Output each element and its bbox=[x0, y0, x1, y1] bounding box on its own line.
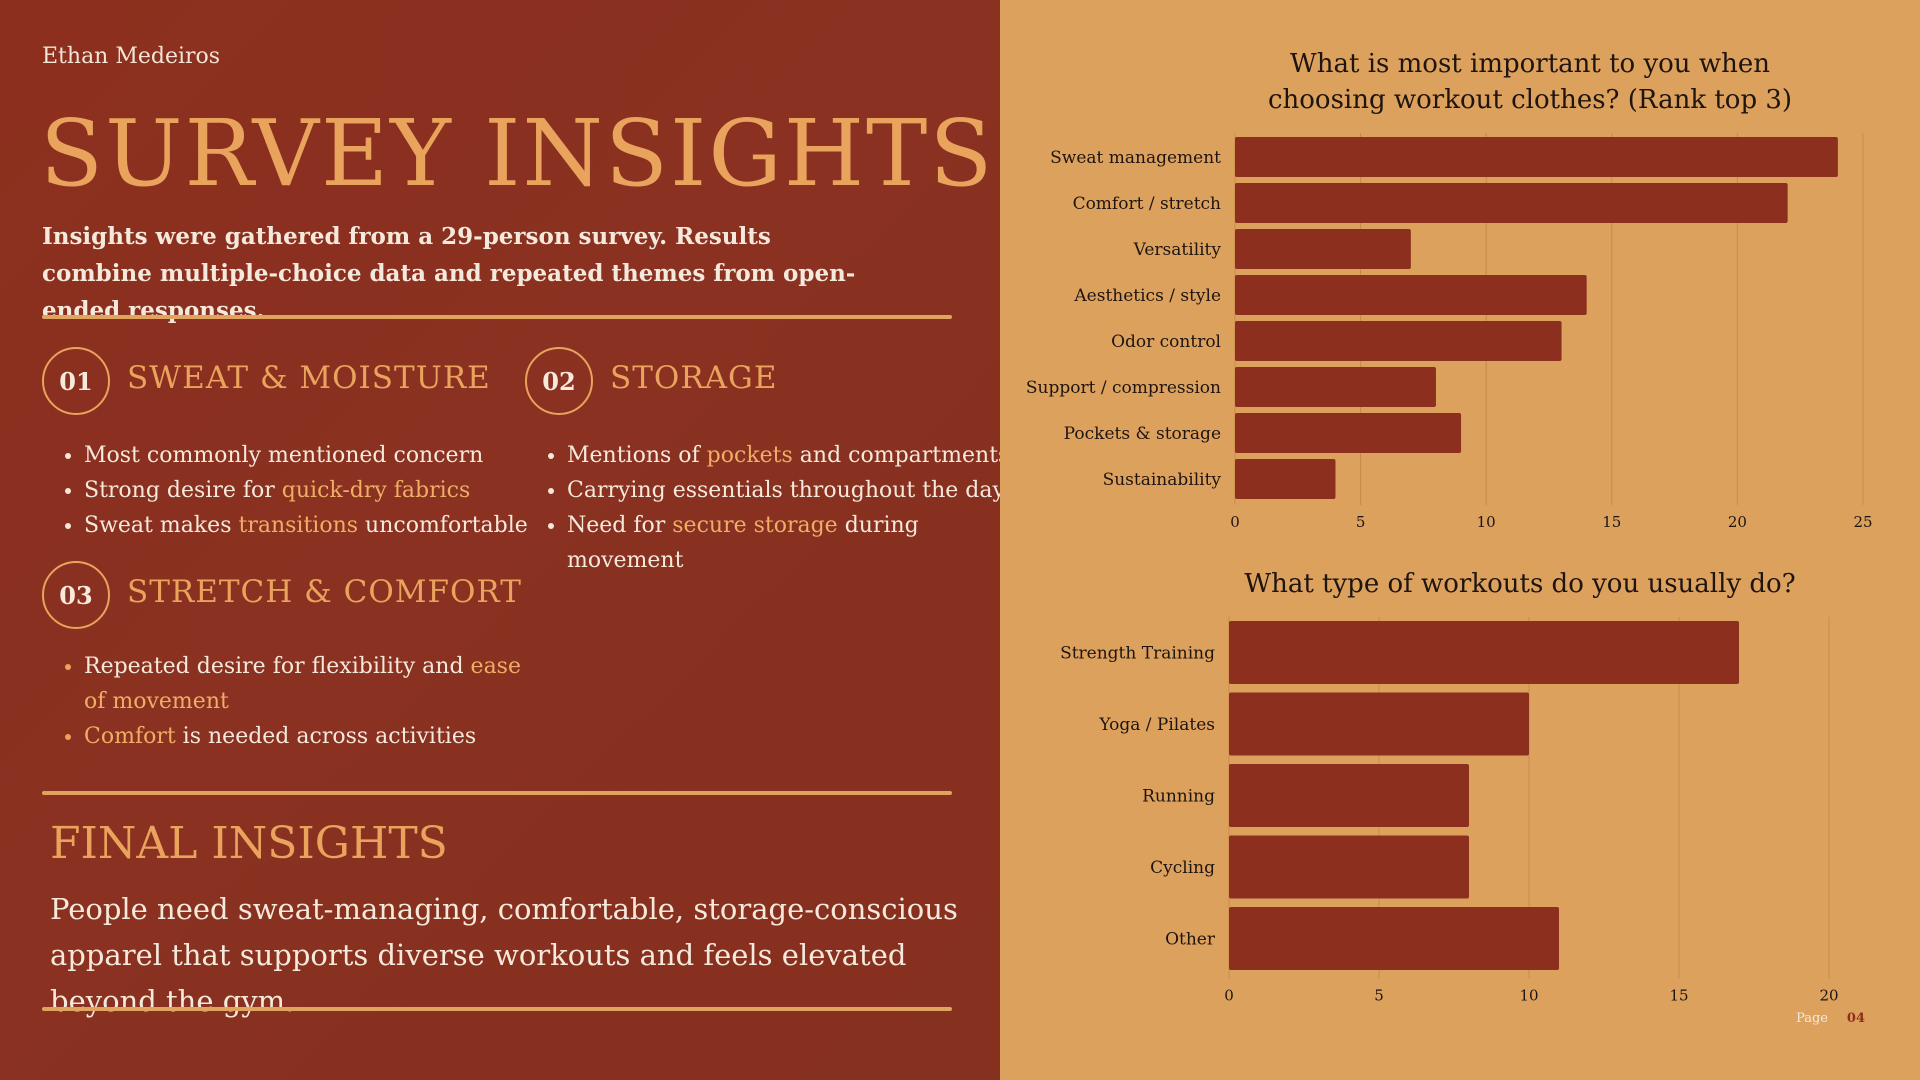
bar bbox=[1229, 907, 1559, 970]
category-label: Sweat management bbox=[1050, 148, 1221, 168]
bar bbox=[1235, 413, 1462, 453]
highlight-text: ease of movement bbox=[84, 654, 521, 714]
section-2-bullets: Mentions of pockets and compartments Carr… bbox=[525, 438, 1037, 578]
category-label: Sustainability bbox=[1103, 470, 1222, 490]
divider-top bbox=[42, 315, 952, 319]
x-tick-label: 20 bbox=[1728, 513, 1747, 531]
category-label: Strength Training bbox=[1060, 644, 1215, 664]
bullet-text: Sweat makes bbox=[84, 513, 239, 538]
bullet-text: Need for bbox=[567, 513, 673, 538]
category-label: Support / compression bbox=[1026, 378, 1221, 398]
x-tick-label: 10 bbox=[1519, 987, 1538, 1005]
x-tick-label: 15 bbox=[1669, 987, 1688, 1005]
page-number: 04 bbox=[1846, 1011, 1865, 1026]
category-label: Odor control bbox=[1111, 332, 1221, 352]
chart-1-importance: 0 5 10 15 20 25 Sweat management Comfort / stre… bbox=[1026, 133, 1873, 531]
x-tick-label: 5 bbox=[1374, 987, 1384, 1005]
section-3-bullet: Comfort is needed across activities bbox=[84, 719, 524, 754]
left-panel: Ethan Medeiros SURVEY INSIGHTS Insights … bbox=[0, 0, 1000, 1080]
highlight-text: secure storage bbox=[672, 513, 838, 538]
highlight-text: transitions bbox=[238, 513, 359, 538]
bar bbox=[1235, 367, 1436, 407]
x-tick-label: 0 bbox=[1230, 513, 1240, 531]
page-label: Page bbox=[1796, 1011, 1828, 1026]
bullet-text: uncomfortable bbox=[358, 513, 528, 538]
bar bbox=[1229, 764, 1469, 827]
bar bbox=[1229, 621, 1739, 684]
bullet-text: Mentions of bbox=[567, 443, 707, 468]
section-1-title: SWEAT & MOISTURE bbox=[127, 360, 491, 396]
x-tick-label: 15 bbox=[1602, 513, 1621, 531]
section-1-bullet: Sweat makes transitions uncomfortable bbox=[84, 508, 554, 543]
section-2-number: 02 bbox=[525, 347, 593, 415]
right-panel: What is most important to you when choos… bbox=[1000, 0, 1920, 1080]
bullet-text: during movement bbox=[567, 513, 919, 573]
bar bbox=[1235, 275, 1587, 315]
final-insights-text: People need sweat-managing, comfortable,… bbox=[50, 892, 958, 1018]
highlight-text: quick-dry fabrics bbox=[281, 478, 471, 503]
category-label: Running bbox=[1142, 787, 1215, 807]
category-label: Aesthetics / style bbox=[1073, 286, 1221, 306]
highlight-text: Comfort bbox=[84, 724, 176, 749]
chart-2-title: What type of workouts do you usually do? bbox=[1244, 569, 1796, 599]
category-label: Pockets & storage bbox=[1064, 424, 1221, 444]
chart-2-workout-types: 0 5 10 15 20 Strength Training Yoga / Pilates R… bbox=[1060, 617, 1839, 1005]
bullet-text: and compartments bbox=[792, 443, 1010, 468]
bar bbox=[1235, 229, 1411, 269]
bar bbox=[1229, 692, 1529, 756]
divider-middle bbox=[42, 791, 952, 795]
x-tick-label: 20 bbox=[1819, 987, 1838, 1005]
section-2-bullet: Need for secure storage during movement bbox=[567, 508, 1037, 578]
bar bbox=[1229, 835, 1469, 899]
bar bbox=[1235, 183, 1788, 223]
section-2-bullet: Carrying essentials throughout the day bbox=[567, 473, 1037, 508]
section-1-number: 01 bbox=[42, 347, 110, 415]
section-3-title: STRETCH & COMFORT bbox=[127, 574, 522, 610]
section-3-number: 03 bbox=[42, 561, 110, 629]
section-2-bullet: Mentions of pockets and compartments bbox=[567, 438, 1037, 473]
section-2-title: STORAGE bbox=[610, 360, 778, 396]
divider-bottom bbox=[42, 1007, 952, 1011]
intro-text: Insights were gathered from a 29-person … bbox=[42, 223, 856, 324]
author-name: Ethan Medeiros bbox=[42, 44, 221, 69]
category-label: Other bbox=[1165, 930, 1216, 950]
x-tick-label: 5 bbox=[1356, 513, 1366, 531]
bullet-text: Repeated desire for flexibility and bbox=[84, 654, 471, 679]
bar bbox=[1235, 459, 1336, 499]
chart-1-title: What is most important to you when choos… bbox=[1267, 49, 1793, 115]
section-3-bullet: Repeated desire for flexibility and ease… bbox=[84, 649, 524, 719]
bullet-text: is needed across activities bbox=[175, 724, 477, 749]
x-tick-label: 25 bbox=[1853, 513, 1872, 531]
highlight-text: pockets bbox=[706, 443, 793, 468]
bullet-text: Most commonly mentioned concern bbox=[84, 443, 484, 468]
bar bbox=[1235, 137, 1838, 177]
final-insights-title: FINAL INSIGHTS bbox=[50, 818, 448, 869]
x-tick-label: 0 bbox=[1224, 987, 1234, 1005]
bullet-text: Strong desire for bbox=[84, 478, 282, 503]
x-tick-label: 10 bbox=[1477, 513, 1496, 531]
category-label: Comfort / stretch bbox=[1073, 194, 1221, 214]
category-label: Versatility bbox=[1133, 240, 1222, 260]
section-1-bullets: Most commonly mentioned concern Strong de… bbox=[42, 438, 554, 543]
section-1-bullet: Strong desire for quick-dry fabrics bbox=[84, 473, 554, 508]
bar bbox=[1235, 321, 1562, 361]
category-label: Yoga / Pilates bbox=[1098, 715, 1215, 735]
section-3-bullets: Repeated desire for flexibility and ease… bbox=[42, 649, 524, 754]
section-1-bullet: Most commonly mentioned concern bbox=[84, 438, 554, 473]
category-label: Cycling bbox=[1150, 858, 1215, 878]
page-title: SURVEY INSIGHTS bbox=[40, 100, 995, 207]
bullet-text: Carrying essentials throughout the day bbox=[567, 478, 1005, 503]
